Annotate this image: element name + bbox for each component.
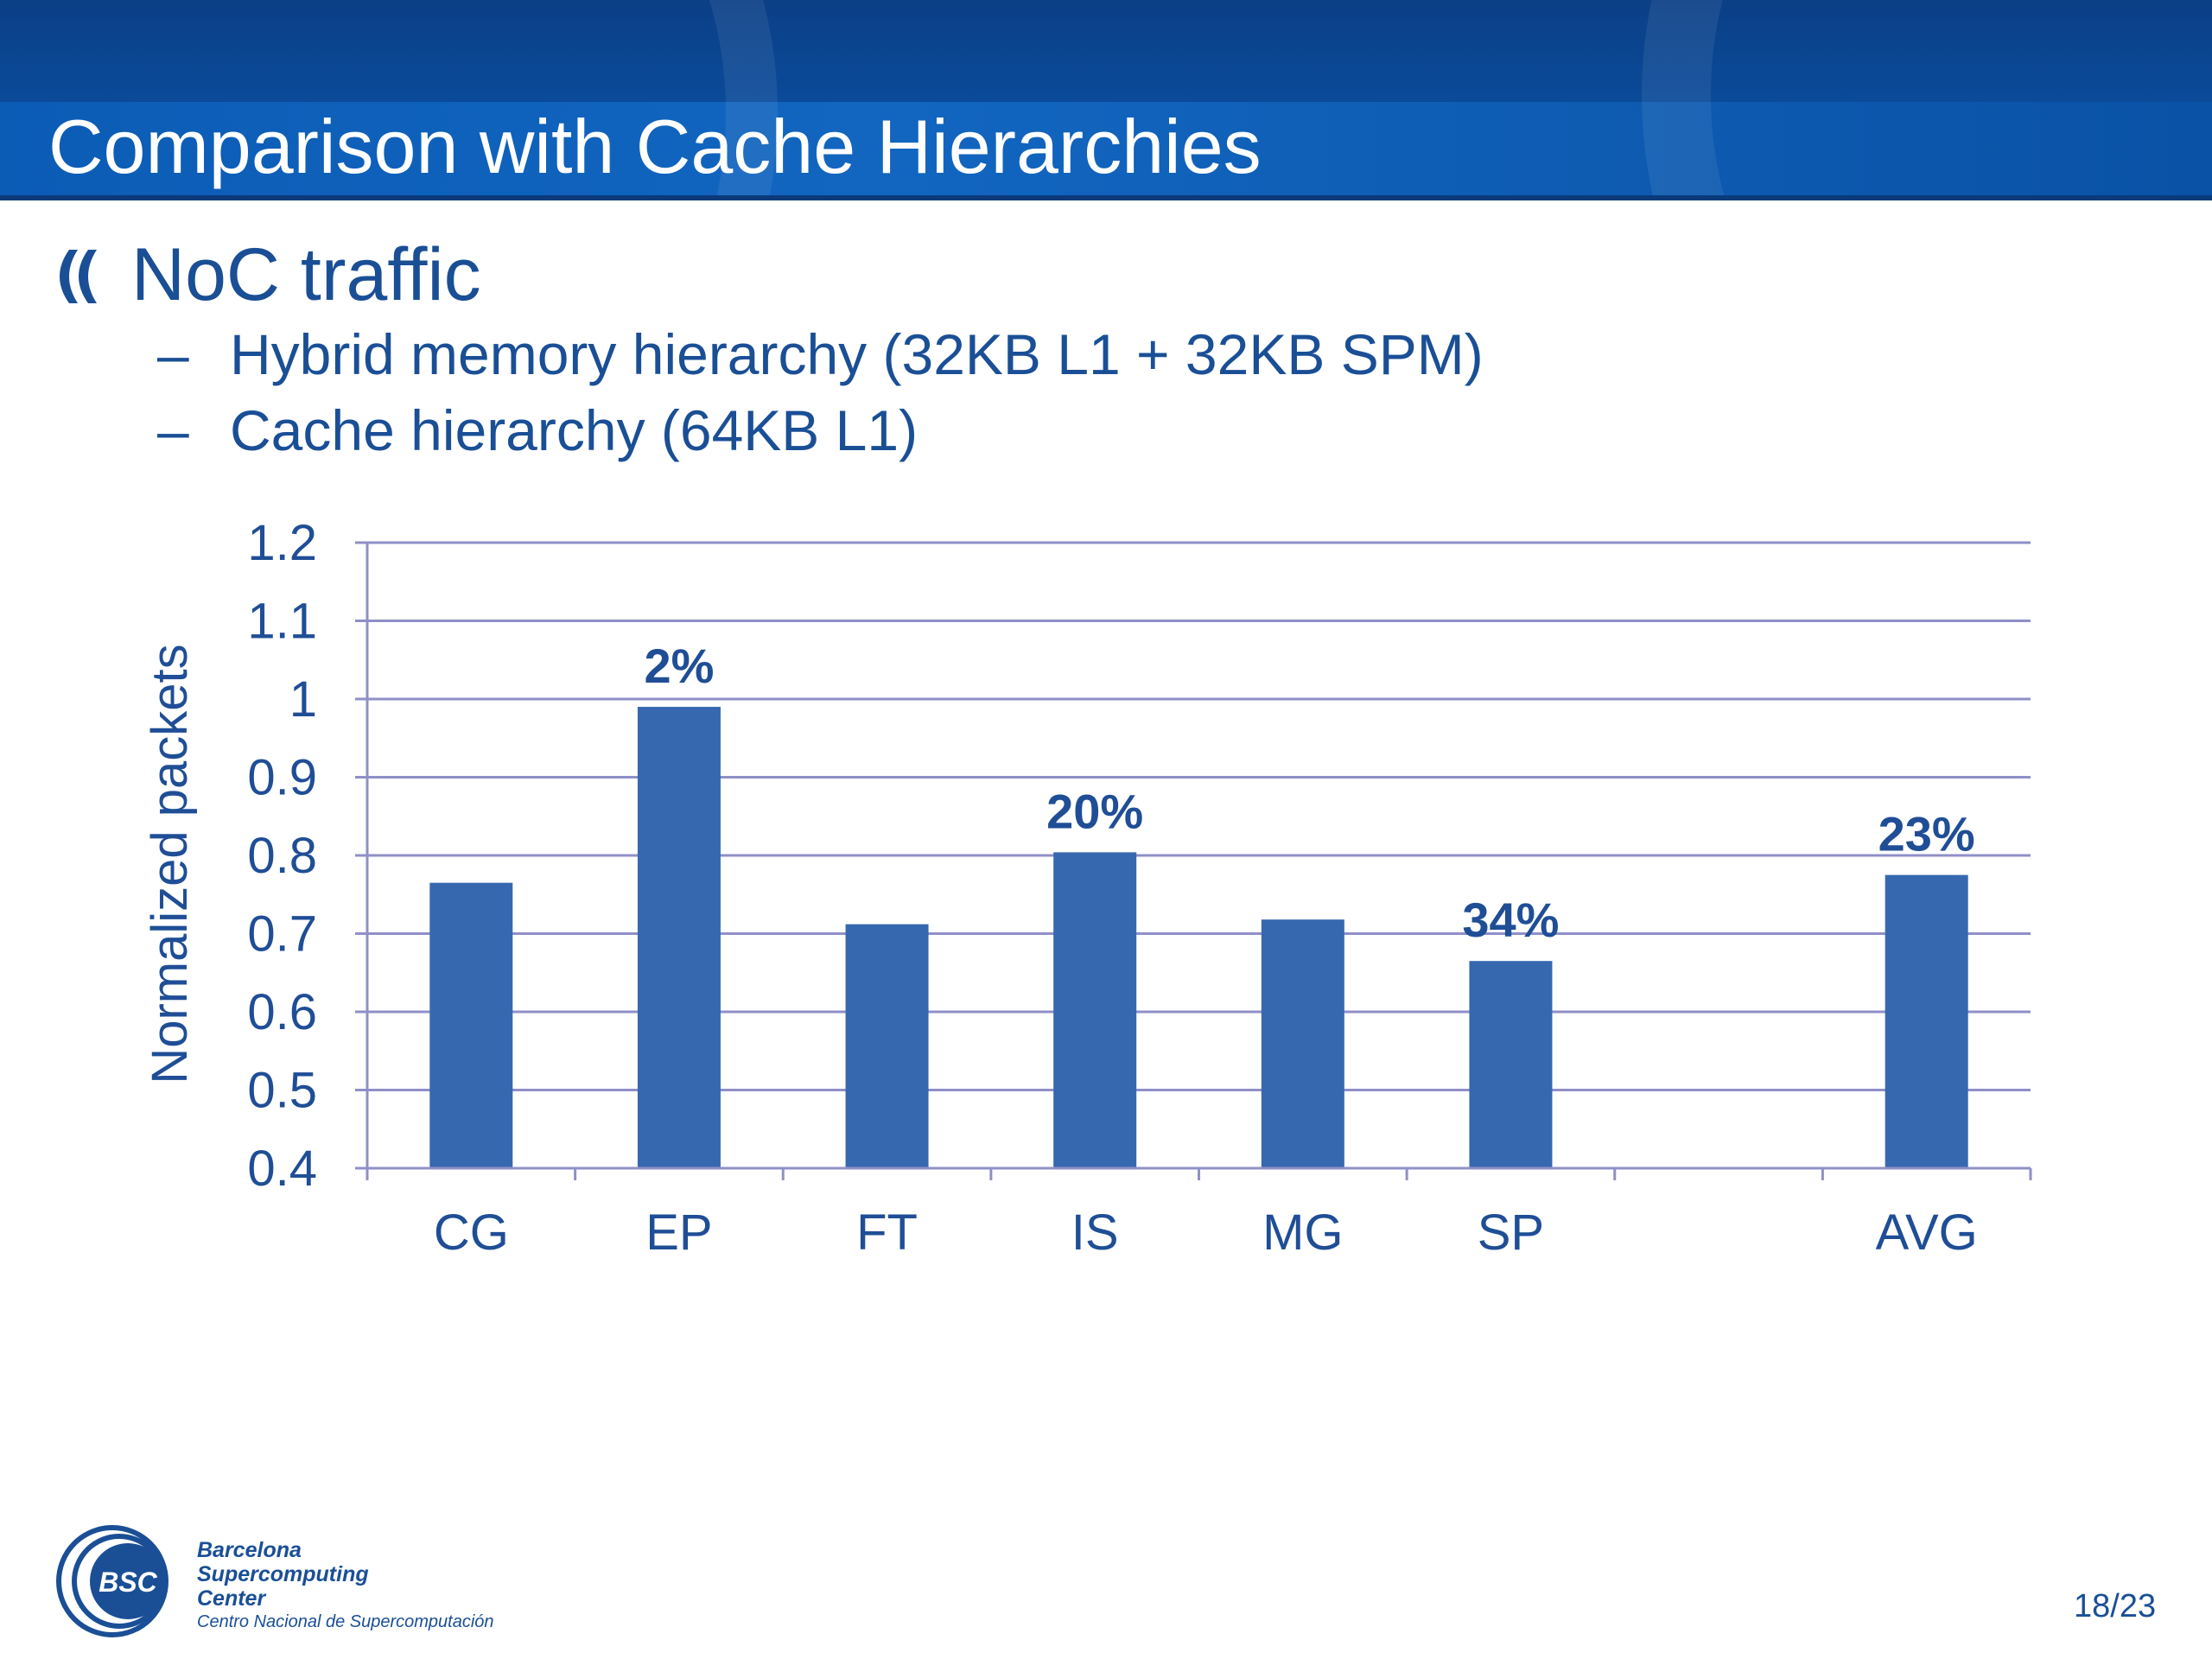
sub-bullet-text: Cache hierarchy (64KB L1) (230, 398, 918, 462)
page-title: Comparison with Cache Hierarchies (48, 104, 1262, 189)
y-tick-label: 0.5 (247, 1063, 317, 1119)
dash: – (157, 398, 189, 462)
x-category-label: SP (1478, 1205, 1544, 1261)
bsc-logo: BSC (56, 1525, 168, 1637)
x-category-label: IS (1071, 1205, 1119, 1261)
logo-text: BSC (99, 1567, 157, 1598)
y-tick-label: 0.6 (247, 984, 317, 1040)
y-tick-label: 0.8 (247, 828, 317, 884)
y-tick-label: 0.4 (247, 1141, 317, 1197)
y-tick-label: 1.2 (247, 515, 317, 571)
page-number: 18/23 (2074, 1588, 2157, 1624)
data-label: 2% (644, 639, 714, 693)
x-category-label: FT (856, 1205, 918, 1261)
bullet-arc-icon (60, 250, 97, 303)
y-axis-label: Normalized packets (142, 644, 198, 1084)
x-category-label: CG (434, 1205, 509, 1261)
org-name-line: Center (197, 1586, 266, 1611)
x-category-label: MG (1262, 1205, 1343, 1261)
data-label: 23% (1878, 807, 1975, 861)
y-tick-label: 0.9 (247, 750, 317, 806)
dash: – (157, 322, 189, 386)
bar-cg (429, 882, 513, 1168)
org-name-line: Supercomputing (197, 1562, 369, 1586)
org-subtitle: Centro Nacional de Supercomputación (197, 1612, 494, 1631)
title-bar: Comparison with Cache Hierarchies (0, 0, 2212, 200)
decorative-arc (0, 0, 778, 200)
bar-sp (1469, 961, 1553, 1168)
sub-bullet-text: Hybrid memory hierarchy (32KB L1 + 32KB … (230, 322, 1484, 386)
y-tick-label: 0.7 (247, 906, 317, 963)
bar-mg (1261, 919, 1344, 1168)
title-underline (0, 195, 2212, 200)
main-bullet: NoC traffic (131, 233, 481, 316)
decorative-arc (1642, 0, 2212, 200)
org-name-line: Barcelona (197, 1538, 302, 1562)
bar-avg (1885, 874, 1968, 1168)
bar-is (1053, 852, 1137, 1168)
x-category-label: AVG (1876, 1205, 1978, 1261)
y-tick-label: 1.1 (247, 594, 317, 650)
bar-ft (845, 924, 929, 1168)
data-label: 34% (1462, 893, 1559, 947)
bar-ep (637, 707, 721, 1168)
x-category-label: EP (645, 1205, 712, 1261)
data-label: 20% (1046, 784, 1143, 838)
y-tick-label: 1 (289, 671, 317, 728)
